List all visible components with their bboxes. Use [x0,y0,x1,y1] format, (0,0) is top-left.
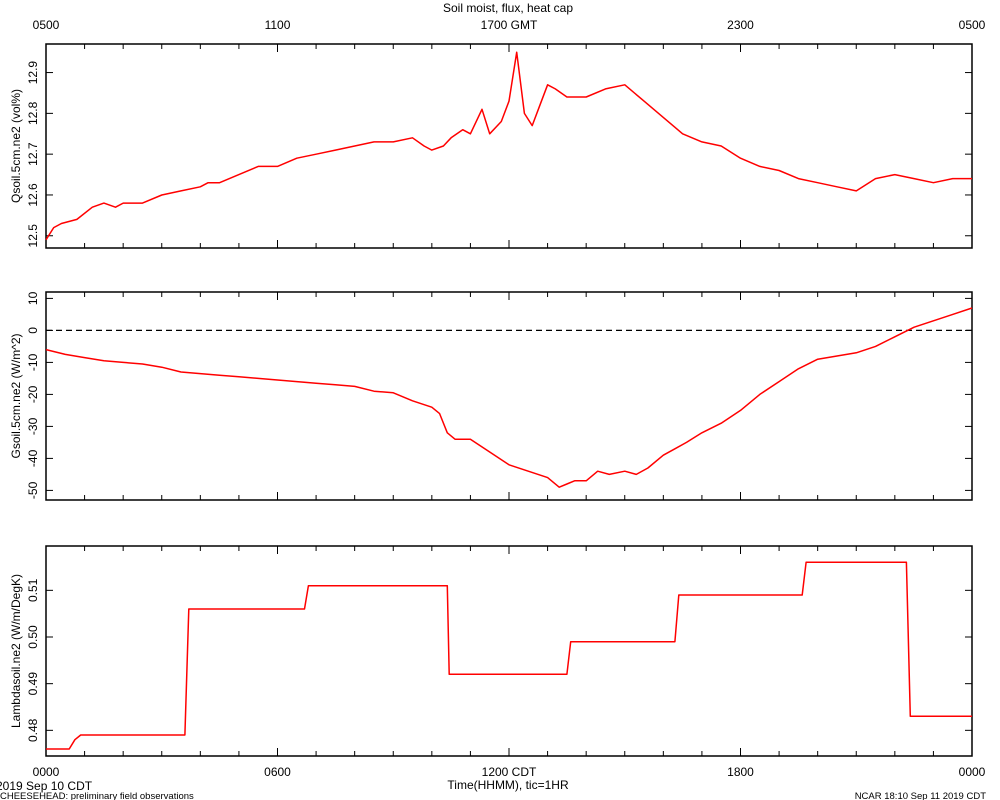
y-axis-label: Qsoil.5cm.ne2 (vol%) [9,89,23,203]
y-tick-label: 10 [26,291,40,305]
top-axis-tick-label: 0500 [959,18,986,32]
y-tick-label: 12.5 [26,224,40,248]
y-tick-label: 0 [26,327,40,334]
series-line [45,307,973,488]
y-tick-label: -10 [26,353,40,371]
y-tick-label: -20 [26,385,40,403]
top-axis-tick-label: 1700 GMT [481,18,538,32]
bottom-axis-tick-label: 0600 [264,765,291,779]
top-axis-tick-label: 2300 [727,18,754,32]
y-tick-label: 0.49 [26,672,40,696]
y-tick-label: 12.7 [26,142,40,166]
y-axis-label: Lambdasoil.ne2 (W/m/DegK) [9,574,23,728]
y-axis-label: Gsoil.5cm.ne2 (W/m^2) [9,334,23,459]
top-axis-tick-label: 1100 [265,18,291,32]
y-tick-label: -40 [26,449,40,467]
panel-frame [45,291,973,501]
y-tick-label: 0.48 [26,718,40,742]
y-tick-label: 0.51 [26,578,40,602]
x-axis-label: Time(HHMM), tic=1HR [447,778,569,792]
plot-layer: 0500 1100 1700 GMT 2300 0500 0000 0600 1200 CDT… [9,18,986,779]
bottom-axis-tick-label: 1800 [727,765,754,779]
start-date-label: 2019 Sep 10 CDT [0,779,93,793]
footer-left: CHEESEHEAD: preliminary field observatio… [0,791,194,800]
panel-frame [45,43,973,249]
y-tick-label: -30 [26,417,40,435]
series-line [45,51,972,241]
y-tick-label: 12.9 [26,61,40,85]
series-line [46,561,972,750]
chart-title: Soil moist, flux, heat cap [443,1,573,15]
y-tick-label: -50 [26,481,40,499]
top-axis-tick-label: 0500 [33,18,60,32]
bottom-axis-tick-label: 0000 [959,765,986,779]
bottom-axis-tick-label: 1200 CDT [482,765,537,779]
y-tick-label: 0.50 [26,625,40,649]
y-tick-label: 12.8 [26,101,40,125]
bottom-axis-tick-label: 0000 [33,765,60,779]
y-tick-label: 12.6 [26,183,40,207]
footer-right: NCAR 18:10 Sep 11 2019 CDT [855,791,987,800]
